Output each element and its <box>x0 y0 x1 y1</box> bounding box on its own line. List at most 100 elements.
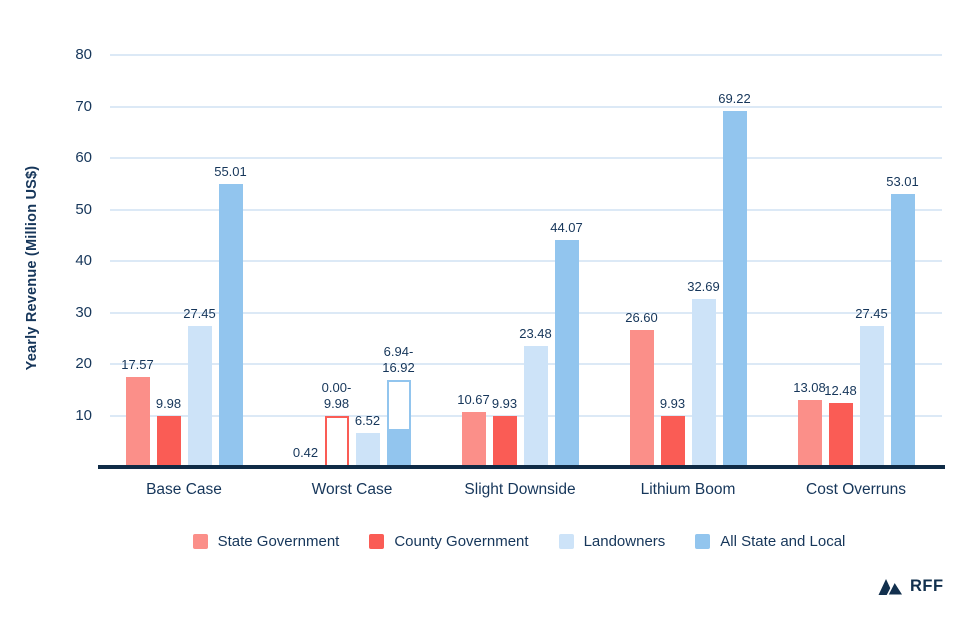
bar-landowners-lithium-boom <box>691 298 716 467</box>
value-label-landowners-cost-overruns: 27.45 <box>839 306 905 322</box>
value-label-county-government-base-case: 9.98 <box>136 396 202 412</box>
value-label-state-government-lithium-boom: 26.60 <box>609 310 675 326</box>
value-label-landowners-base-case: 27.45 <box>167 306 233 322</box>
gridline-70 <box>110 105 942 108</box>
x-category-label-base-case: Base Case <box>146 481 222 498</box>
bar-county-government-slight-downside <box>492 415 517 467</box>
value-label-line: 16.92 <box>382 359 415 375</box>
bar-all-state-and-local-cost-overruns <box>890 194 915 467</box>
plot-area: 17.57 9.98 27.45 55.01 0.42 0.00- 9.98 6.52 6.94… <box>100 54 942 467</box>
rff-logo: RFF <box>878 576 944 596</box>
value-label-line: 9.98 <box>323 395 350 411</box>
value-label-state-government-slight-downside: 10.67 <box>441 392 507 408</box>
legend: State Government County Government Landown… <box>0 533 960 550</box>
legend-item-landowners: Landowners <box>558 533 666 550</box>
legend-swatch-all-state-and-local <box>695 534 711 549</box>
legend-label: County Government <box>394 533 529 550</box>
value-label-line: 6.94- <box>383 343 414 359</box>
x-axis-line <box>98 465 945 469</box>
x-category-label-lithium-boom: Lithium Boom <box>640 481 736 498</box>
rff-logo-text: RFF <box>910 576 944 595</box>
bar-all-state-and-local-worst-case <box>386 379 411 467</box>
value-label-state-government-worst-case: 0.42 <box>273 445 339 461</box>
value-label-line: 27.45 <box>183 305 216 321</box>
value-label-state-government-cost-overruns: 13.08 <box>777 380 843 396</box>
gridline-50 <box>110 208 942 211</box>
gridline-80 <box>110 54 942 56</box>
legend-label: Landowners <box>583 533 666 550</box>
legend-label: All State and Local <box>720 533 846 550</box>
value-label-line: 26.60 <box>625 310 658 326</box>
bar-all-state-and-local-slight-downside <box>554 240 579 467</box>
y-tick-label-30: 30 <box>75 303 92 321</box>
gridline-30 <box>110 311 942 314</box>
value-label-line: 23.48 <box>519 326 552 342</box>
bar-state-government-lithium-boom <box>629 330 654 467</box>
value-label-line: 32.69 <box>687 278 720 294</box>
y-tick-label-50: 50 <box>75 200 92 218</box>
y-tick-label-80: 80 <box>75 46 92 63</box>
value-label-line: 9.93 <box>491 395 518 411</box>
bar-all-state-and-local-base-case <box>218 183 243 467</box>
value-label-county-government-lithium-boom: 9.93 <box>640 396 706 412</box>
bar-county-government-worst-case <box>324 415 349 467</box>
bar-county-government-lithium-boom <box>660 415 685 467</box>
value-label-line: 9.93 <box>659 395 686 411</box>
value-label-landowners-worst-case: 6.52 <box>335 413 401 429</box>
legend-swatch-state-government <box>192 534 208 549</box>
x-category-label-cost-overruns: Cost Overruns <box>806 481 906 498</box>
value-label-all-state-and-local-slight-downside: 44.07 <box>534 220 600 236</box>
legend-item-county-government: County Government <box>369 533 529 550</box>
value-label-line: 53.01 <box>886 174 919 189</box>
y-tick-label-40: 40 <box>75 252 92 269</box>
value-label-line: 17.57 <box>121 356 154 372</box>
gridline-40 <box>110 260 942 262</box>
mountains-icon <box>878 579 904 596</box>
x-category-label-worst-case: Worst Case <box>311 481 393 498</box>
value-label-all-state-and-local-worst-case: 6.94- 16.92 <box>366 344 432 376</box>
legend-swatch-county-government <box>369 534 385 549</box>
y-tick-label-70: 70 <box>75 97 92 115</box>
value-label-county-government-slight-downside: 9.93 <box>472 396 538 412</box>
value-label-landowners-lithium-boom: 32.69 <box>671 279 737 295</box>
value-label-line: 9.98 <box>155 395 182 411</box>
value-label-landowners-slight-downside: 23.48 <box>503 326 569 342</box>
value-label-line: 55.01 <box>214 163 247 179</box>
y-tick-label-20: 20 <box>75 355 92 372</box>
value-label-line: 69.22 <box>718 90 751 106</box>
value-label-all-state-and-local-lithium-boom: 69.22 <box>702 91 768 107</box>
value-label-line: 6.52 <box>354 413 381 429</box>
value-label-county-government-cost-overruns: 12.48 <box>808 383 874 399</box>
bar-state-government-slight-downside <box>461 412 486 467</box>
bar-state-government-cost-overruns <box>797 399 822 467</box>
legend-swatch-landowners <box>558 534 574 549</box>
bar-landowners-cost-overruns <box>859 325 884 467</box>
value-label-line: 44.07 <box>550 220 583 236</box>
gridline-60 <box>110 157 942 159</box>
y-tick-label-10: 10 <box>75 406 92 424</box>
value-label-line: 0.42 <box>292 444 319 460</box>
x-category-label-slight-downside: Slight Downside <box>464 481 576 498</box>
value-label-state-government-base-case: 17.57 <box>105 357 171 373</box>
value-label-line: 0.00- <box>321 379 352 395</box>
value-label-line: 27.45 <box>855 305 888 321</box>
bar-landowners-base-case <box>187 325 212 467</box>
bar-county-government-cost-overruns <box>828 402 853 467</box>
legend-item-all-state-and-local: All State and Local <box>695 533 845 550</box>
bar-county-government-base-case <box>156 415 181 467</box>
bar-state-government-base-case <box>125 376 150 467</box>
value-label-all-state-and-local-base-case: 55.01 <box>198 164 264 180</box>
legend-label: State Government <box>217 533 340 550</box>
value-label-line: 12.48 <box>824 382 857 398</box>
value-label-all-state-and-local-cost-overruns: 53.01 <box>870 174 936 190</box>
value-label-line: 13.08 <box>793 379 826 395</box>
bar-landowners-slight-downside <box>523 346 548 467</box>
value-label-line: 10.67 <box>457 392 490 408</box>
bar-partial-fill <box>386 429 411 467</box>
bar-all-state-and-local-lithium-boom <box>722 110 747 467</box>
bar-landowners-worst-case <box>355 433 380 467</box>
y-tick-label-60: 60 <box>75 149 92 166</box>
legend-item-state-government: State Government <box>192 533 340 550</box>
value-label-county-government-worst-case: 0.00- 9.98 <box>304 380 370 412</box>
